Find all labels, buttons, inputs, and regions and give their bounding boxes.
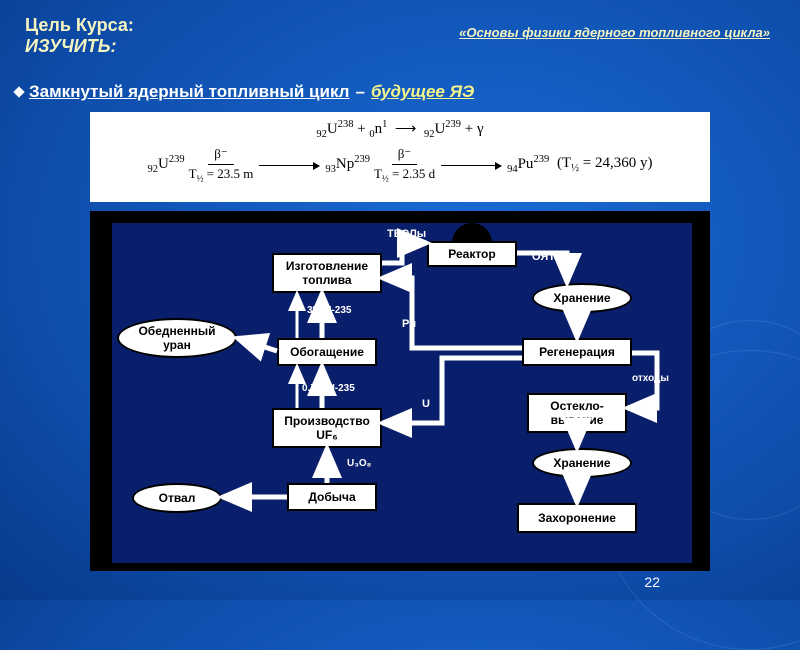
node-fuel-fab: Изготовление топлива <box>272 253 382 293</box>
node-regen: Регенерация <box>522 338 632 366</box>
slide-header: Цель Курса: ИЗУЧИТЬ: <box>25 15 134 57</box>
bullet-marker-icon <box>13 86 24 97</box>
course-subtitle: «Основы физики ядерного топливного цикла… <box>459 25 770 40</box>
halflife-1: T½ = 23.5 m <box>189 165 254 185</box>
formula-line2: 92U239 β⁻ T½ = 23.5 m 93Np239 β⁻ T½ = 2.… <box>100 146 700 185</box>
node-mining: Добыча <box>287 483 377 511</box>
label-othody: отходы <box>632 373 669 384</box>
label-u: U <box>422 398 430 410</box>
bullet-text-a: Замкнутый ядерный топливный цикл <box>29 82 349 102</box>
header-line1: Цель Курса: <box>25 15 134 36</box>
node-vitrif: Остекло- вывание <box>527 393 627 433</box>
node-enrich: Обогащение <box>277 338 377 366</box>
node-reactor: Реактор <box>427 241 517 267</box>
flowchart-container: Реактор Изготовление топлива Хранение Об… <box>90 211 710 571</box>
arrow-icon <box>441 165 501 166</box>
beta-label: β⁻ <box>208 146 233 165</box>
halflife-2: T½ = 2.35 d <box>374 165 435 185</box>
node-uf6: Производство UF₆ <box>272 408 382 448</box>
label-u235-07: 0.7% U-235 <box>302 383 355 394</box>
label-pu: Pu <box>402 318 416 330</box>
formula-panel: 92U238 + 0n1 ⟶ 92U239 + γ 92U239 β⁻ T½ =… <box>90 112 710 202</box>
label-u3o8: U₃O₈ <box>347 458 371 469</box>
page-number: 22 <box>644 574 660 590</box>
label-u235-3: 3% U-235 <box>307 305 351 316</box>
flowchart-panel: Реактор Изготовление топлива Хранение Об… <box>112 223 692 563</box>
node-depleted: Обедненный уран <box>117 318 237 358</box>
node-storage2: Хранение <box>532 448 632 478</box>
bullet-dash: – <box>355 82 364 102</box>
label-tvel: ТВЭЛы <box>387 228 426 240</box>
header-line2: ИЗУЧИТЬ: <box>25 36 134 57</box>
node-disposal: Захоронение <box>517 503 637 533</box>
bullet-row: Замкнутый ядерный топливный цикл – будущ… <box>15 82 474 102</box>
node-storage1: Хранение <box>532 283 632 313</box>
reactor-dome-icon <box>452 223 492 243</box>
bullet-text-b: будущее ЯЭ <box>371 82 474 102</box>
node-tailings: Отвал <box>132 483 222 513</box>
label-oyat: ОЯТ <box>532 251 555 263</box>
beta-label: β⁻ <box>392 146 417 165</box>
formula-line1: 92U238 + 0n1 ⟶ 92U239 + γ <box>100 118 700 142</box>
arrow-icon <box>259 165 319 166</box>
halflife-3: (T½ = 24,360 y) <box>553 154 652 176</box>
